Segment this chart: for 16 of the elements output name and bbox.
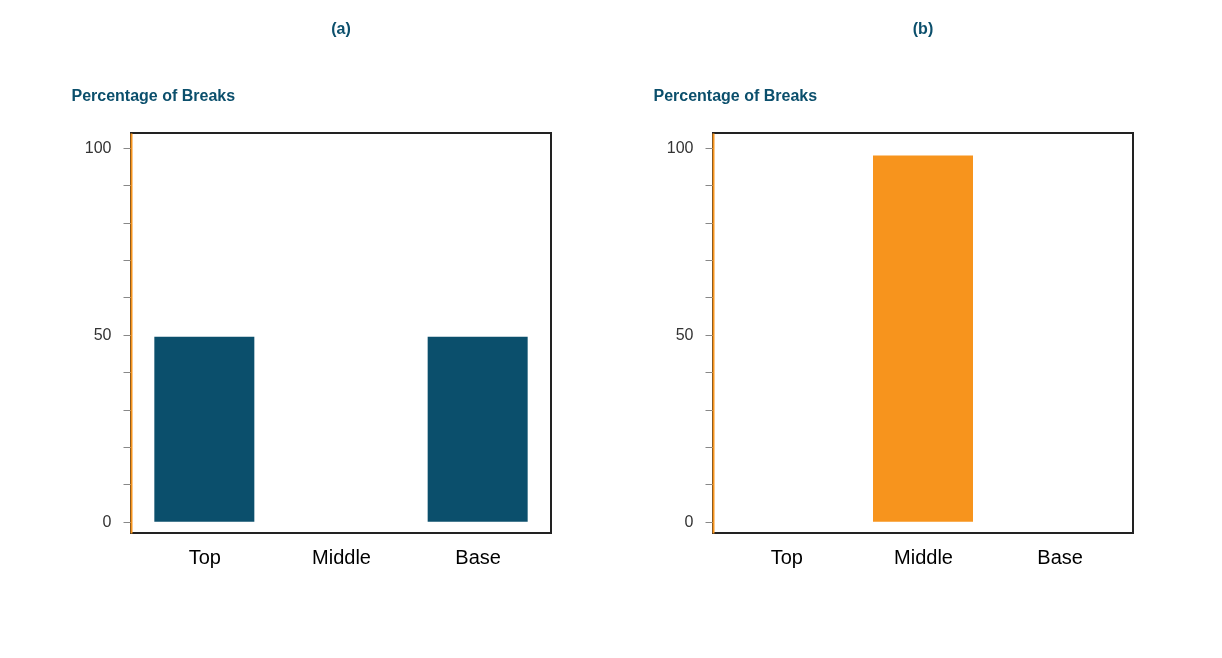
y-tick-label: 50	[93, 326, 112, 344]
y-tick-label: 0	[102, 513, 112, 531]
y-tick-label: 0	[684, 513, 694, 531]
chart-title: (b)	[912, 20, 934, 37]
y-tick-label: 50	[675, 326, 694, 344]
x-tick-label: Top	[188, 545, 221, 568]
y-axis-title: Percentage of Breaks	[71, 86, 236, 104]
y-axis-title: Percentage of Breaks	[653, 86, 818, 104]
y-tick-label: 100	[84, 139, 112, 157]
chart-title: (a)	[331, 20, 351, 37]
x-tick-label: Middle	[894, 545, 953, 568]
x-tick-label: Base	[1037, 545, 1083, 568]
x-tick-label: Middle	[312, 545, 371, 568]
y-tick-label: 100	[666, 139, 694, 157]
x-tick-label: Top	[770, 545, 803, 568]
x-tick-label: Base	[455, 545, 501, 568]
